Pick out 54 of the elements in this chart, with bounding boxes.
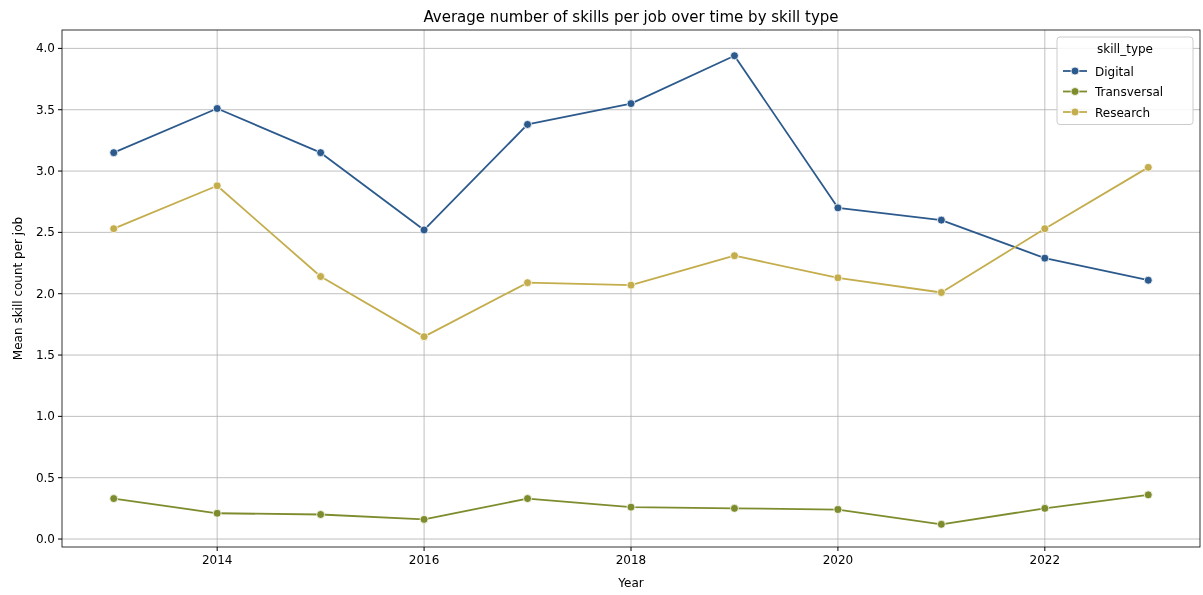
y-tick-label: 0.5 <box>35 470 55 485</box>
point <box>109 148 119 158</box>
point <box>1143 275 1153 285</box>
point <box>419 515 429 524</box>
point <box>833 203 843 213</box>
x-tick-label: 2022 <box>1029 553 1061 567</box>
point <box>523 494 532 503</box>
point <box>419 225 429 235</box>
y-axis-title: Mean skill count per job <box>11 216 25 361</box>
x-tick-label: 2018 <box>615 553 647 567</box>
point <box>626 99 636 108</box>
y-tick-label: 2.0 <box>35 286 55 301</box>
point <box>523 278 532 288</box>
point <box>936 288 946 297</box>
point <box>626 280 636 290</box>
point <box>212 181 222 191</box>
y-tick-label: 3.0 <box>35 164 55 179</box>
point <box>109 494 119 503</box>
point <box>523 120 532 129</box>
chart-title: Average number of skills per job over time by skill type <box>423 8 839 26</box>
y-tick-label: 0.0 <box>35 532 55 547</box>
point <box>212 104 222 113</box>
y-tick-label: 1.5 <box>35 348 55 363</box>
point <box>1040 253 1050 263</box>
point <box>1143 490 1153 500</box>
point <box>419 332 429 342</box>
point <box>833 273 843 283</box>
point <box>730 251 739 261</box>
point <box>109 224 119 234</box>
x-tick-label: 2014 <box>201 553 233 567</box>
point <box>833 505 843 514</box>
point <box>730 503 739 513</box>
y-tick-label: 2.5 <box>35 225 55 240</box>
point <box>730 51 739 61</box>
legend-label: Digital <box>1095 64 1134 79</box>
y-tick-label: 4.0 <box>35 41 55 56</box>
point <box>936 215 946 225</box>
x-axis-title: Year <box>617 576 644 590</box>
legend-label: Research <box>1095 105 1151 120</box>
point <box>1040 503 1050 513</box>
point <box>1040 224 1050 234</box>
point <box>316 148 326 158</box>
legend-title: skill_type <box>1096 42 1154 56</box>
point <box>316 510 326 519</box>
point <box>316 272 326 281</box>
point <box>626 502 636 512</box>
y-tick-label: 1.0 <box>35 409 55 424</box>
y-tick-label: 3.5 <box>35 102 55 117</box>
point <box>1143 162 1153 172</box>
point <box>936 519 946 529</box>
x-tick-label: 2020 <box>822 553 854 567</box>
point <box>212 508 222 518</box>
legend-label: Transversal <box>1094 85 1164 99</box>
x-tick-label: 2016 <box>408 553 440 567</box>
